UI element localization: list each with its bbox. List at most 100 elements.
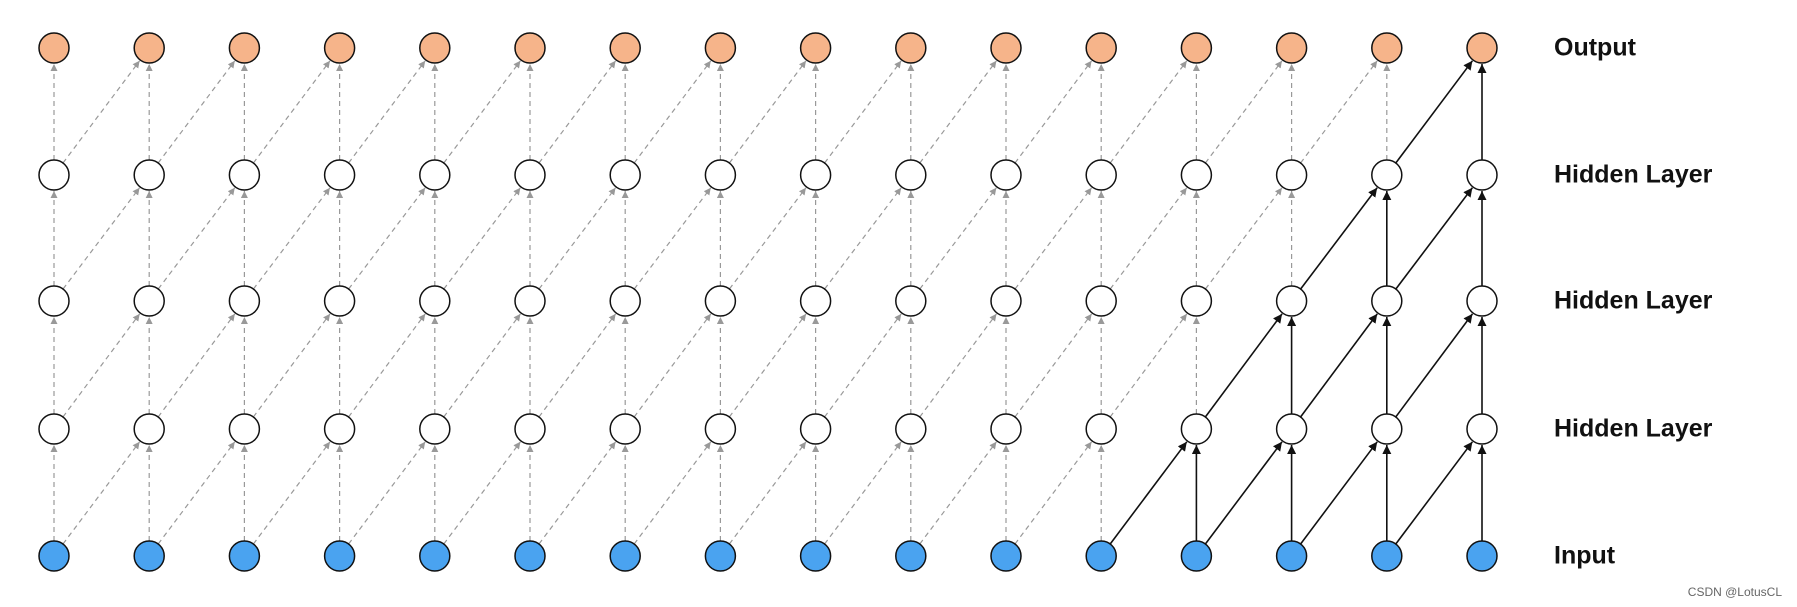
edge [252,187,331,290]
output-node [38,32,70,64]
edge [443,441,521,545]
output-node [895,32,927,64]
output-node [609,32,641,64]
hidden-node [1466,285,1498,317]
hidden-node [609,285,641,317]
edge [824,313,902,418]
hidden-node [704,159,737,191]
edge [157,187,236,290]
input-node [323,540,356,572]
input-node [228,540,261,572]
edge [1204,187,1283,290]
hidden-node [38,159,70,191]
hidden-node [609,159,641,191]
hidden-node [1466,159,1498,191]
edge [728,187,807,290]
hidden-node [419,413,451,445]
hidden-node [895,159,927,191]
hidden-node [323,413,356,445]
hidden-node [228,285,261,317]
output-node [704,32,737,64]
watermark: CSDN @LotusCL [1688,585,1783,599]
hidden-node [133,159,165,191]
hidden-node [704,413,737,445]
edge [919,60,997,164]
hidden-node [799,413,832,445]
layer-label: Hidden Layer [1554,287,1713,315]
hidden-node [1085,413,1117,445]
hidden-node [323,159,356,191]
hidden-node [1466,413,1498,445]
edge [252,441,331,545]
hidden-node [1180,159,1213,191]
hidden-node [514,413,546,445]
hidden-node [38,285,70,317]
hidden-node [133,285,165,317]
hidden-node [799,159,832,191]
input-node [799,540,832,572]
labels: Input Hidden Layer Hidden Layer Hidden Laye… [1554,34,1713,570]
edge [824,60,902,164]
edge [157,60,236,164]
layer-label: Hidden Layer [1554,161,1713,189]
hidden-node [228,413,261,445]
edge [62,441,141,545]
hidden-node [1371,413,1403,445]
active-edge [1109,441,1188,545]
hidden-node [799,285,832,317]
edge [1014,313,1093,418]
edge [62,313,141,418]
edge [348,441,426,545]
hidden-node [1085,159,1117,191]
layer-label: Output [1554,34,1637,62]
input-node [1371,540,1403,572]
active-edge [1395,187,1473,290]
edge [157,313,236,418]
edge [728,441,807,545]
edge [633,441,712,545]
hidden-node [990,413,1022,445]
edge [443,313,521,418]
input-node [990,540,1022,572]
hidden-node [133,413,165,445]
edge [1109,60,1188,164]
hidden-node [228,159,261,191]
hidden-node [1180,413,1213,445]
edge [633,313,712,418]
edge [62,60,141,164]
edge [538,60,617,164]
hidden-node [990,285,1022,317]
edge [1300,60,1378,164]
layer-label: Hidden Layer [1554,415,1713,443]
output-node [1371,32,1403,64]
input-node [895,540,927,572]
edge [443,60,521,164]
output-node [133,32,165,64]
edge [824,441,902,545]
hidden-node [38,413,70,445]
input-node [133,540,165,572]
edge [633,60,712,164]
active-edge [1204,313,1283,418]
input-node [609,540,641,572]
edge [538,313,617,418]
output-node [514,32,546,64]
hidden-node [1371,159,1403,191]
hidden-node [895,413,927,445]
output-node [1085,32,1117,64]
input-node [419,540,451,572]
edge [538,441,617,545]
output-node [228,32,261,64]
active-edge [1300,187,1378,290]
input-node [1180,540,1213,572]
output-node [1466,32,1498,64]
hidden-node [1275,159,1308,191]
edge [919,441,997,545]
edge [1204,60,1283,164]
edge [348,187,426,290]
hidden-node [1085,285,1117,317]
input-node [704,540,737,572]
edge [1109,187,1188,290]
active-edge [1395,60,1474,164]
